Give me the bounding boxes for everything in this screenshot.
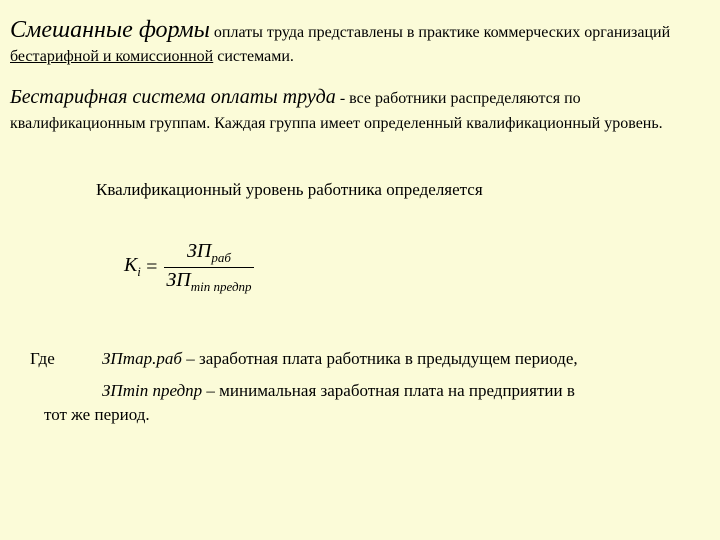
where-continuation: тот же период. (44, 405, 706, 425)
where-desc-2: минимальная заработная плата на предприя… (219, 381, 575, 400)
formula: Кі = ЗПраб ЗПmin предпр (124, 240, 254, 295)
where-row-1: Где ЗПтар.раб – заработная плата работни… (10, 349, 706, 369)
where-text-1: ЗПтар.раб – заработная плата работника в… (102, 349, 706, 369)
fraction-bar (164, 267, 253, 268)
paragraph-tariff-free: Бестарифная система оплаты труда - все р… (10, 82, 706, 136)
formula-numerator: ЗПраб (185, 240, 233, 266)
where-label-empty (10, 381, 102, 401)
qualification-line: Квалификационный уровень работника опред… (96, 180, 706, 200)
lead-tariff-free: Бестарифная система оплаты труда (10, 86, 336, 108)
document-page: Смешанные формы оплаты труда представлен… (0, 0, 720, 540)
formula-block: Кі = ЗПраб ЗПmin предпр (124, 240, 706, 295)
where-term-2: ЗПmin предпр (102, 381, 202, 400)
para1-underlined: бестарифной и комиссионной (10, 48, 213, 65)
formula-fraction: ЗПраб ЗПmin предпр (164, 240, 253, 295)
where-row-2: ЗПmin предпр – минимальная заработная пл… (10, 381, 706, 401)
para1-tail1: оплаты труда представлены в практике ком… (210, 24, 670, 41)
where-term-1: ЗПтар.раб (102, 349, 182, 368)
formula-denominator: ЗПmin предпр (164, 269, 253, 295)
where-block: Где ЗПтар.раб – заработная плата работни… (10, 349, 706, 425)
formula-lhs-sub: і (137, 264, 141, 279)
den-sub1: min (191, 279, 211, 294)
formula-eq: = (145, 256, 159, 279)
where-desc-1: заработная плата работника в предыдущем … (199, 349, 578, 368)
paragraph-mixed-forms: Смешанные формы оплаты труда представлен… (10, 14, 706, 68)
where-text-2: ЗПmin предпр – минимальная заработная пл… (102, 381, 706, 401)
num-sub: раб (211, 250, 231, 265)
where-label: Где (10, 349, 102, 369)
formula-lhs-main: К (124, 254, 137, 276)
formula-lhs: Кі (124, 254, 141, 280)
den-main: ЗП (166, 269, 190, 291)
num-main: ЗП (187, 240, 211, 262)
where-dash-2: – (202, 381, 219, 400)
lead-mixed-forms: Смешанные формы (10, 17, 210, 43)
where-dash-1: – (182, 349, 199, 368)
den-sub2: предпр (210, 279, 251, 294)
para1-tail2: системами. (213, 48, 294, 65)
